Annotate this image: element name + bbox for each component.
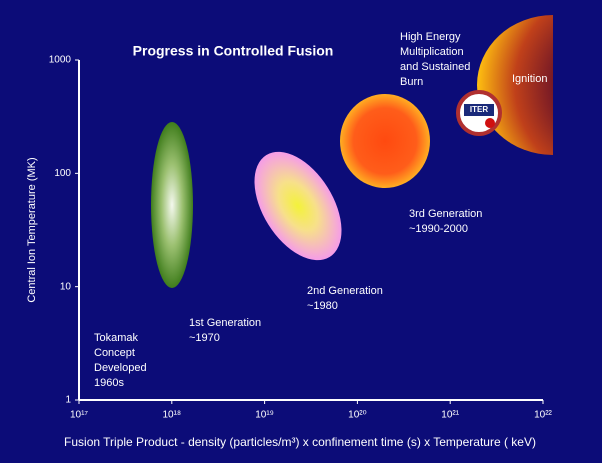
region-1980 — [254, 151, 342, 261]
annotation: ~1980 — [307, 300, 338, 312]
annotation: 3rd Generation — [409, 208, 482, 220]
annotation: Multiplication — [400, 46, 464, 58]
region-1990 — [340, 94, 430, 188]
iter-logo: ITER — [456, 90, 502, 136]
logo-text: ITER — [470, 105, 488, 114]
y-tick-label: 100 — [54, 168, 71, 179]
x-tick-label: 10²¹ — [441, 410, 459, 421]
y-tick-label: 1000 — [49, 55, 72, 66]
x-tick-label: 10¹⁸ — [162, 410, 181, 421]
annotation: ~1990-2000 — [409, 223, 468, 235]
x-axis-label: Fusion Triple Product - density (particl… — [64, 435, 536, 449]
x-tick-label: 10²² — [534, 410, 552, 421]
y-axis-label: Central Ion Temperature (MK) — [26, 157, 38, 302]
annotation: Tokamak — [94, 332, 139, 344]
x-tick-label: 10¹⁹ — [255, 410, 274, 421]
annotation: Ignition — [512, 73, 547, 85]
x-tick-label: 10¹⁷ — [70, 410, 88, 421]
y-tick-label: 10 — [60, 281, 72, 292]
annotation: 1st Generation — [189, 317, 261, 329]
annotation: 2nd Generation — [307, 285, 383, 297]
annotation: Developed — [94, 362, 147, 374]
annotation: Burn — [400, 76, 423, 88]
annotation: 1960s — [94, 377, 124, 389]
x-tick-label: 10²⁰ — [348, 410, 366, 421]
region-1960s — [151, 122, 193, 288]
annotation: High Energy — [400, 31, 461, 43]
annotation: ~1970 — [189, 332, 220, 344]
annotation: Concept — [94, 347, 135, 359]
annotation: and Sustained — [400, 61, 470, 73]
chart-title: Progress in Controlled Fusion — [133, 43, 334, 59]
y-tick-label: 1 — [65, 395, 71, 406]
